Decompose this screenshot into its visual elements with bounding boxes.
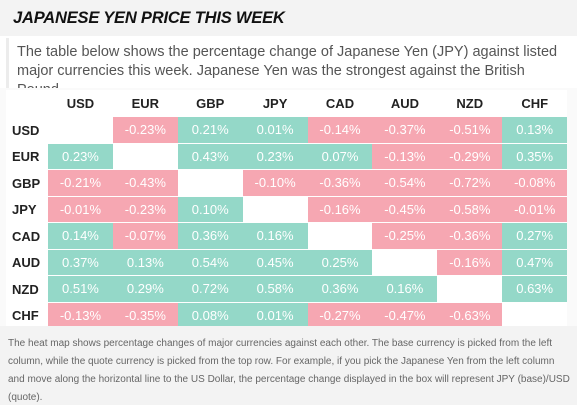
row-header-cad: CAD bbox=[6, 223, 48, 250]
table-row: NZD 0.51% 0.29% 0.72% 0.58% 0.36% 0.16% 0.63% bbox=[6, 276, 568, 303]
column-header-cad: CAD bbox=[307, 90, 373, 117]
heatmap-cell-cad-usd: 0.14% bbox=[48, 223, 113, 250]
row-header-jpy: JPY bbox=[6, 196, 48, 223]
row-header-usd: USD bbox=[6, 117, 48, 144]
heatmap-cell-usd-chf: 0.13% bbox=[502, 117, 568, 144]
heatmap-cell-aud-cad: 0.25% bbox=[307, 249, 373, 276]
column-header-usd: USD bbox=[48, 90, 113, 117]
heatmap-cell-jpy-usd: -0.01% bbox=[48, 196, 113, 223]
heatmap-cell-eur-jpy: 0.23% bbox=[242, 143, 308, 170]
heatmap-cell-eur-aud: -0.13% bbox=[372, 143, 438, 170]
row-header-aud: AUD bbox=[6, 249, 48, 276]
heatmap-cell-cad-jpy: 0.16% bbox=[242, 223, 308, 250]
row-header-eur: EUR bbox=[6, 143, 48, 170]
heatmap-cell-eur-cad: 0.07% bbox=[307, 143, 373, 170]
widget-title: JAPANESE YEN PRICE THIS WEEK bbox=[13, 8, 285, 27]
heatmap-cell-chf-nzd: -0.63% bbox=[437, 302, 503, 329]
heatmap-cell-cad-nzd: -0.36% bbox=[437, 223, 503, 250]
heatmap-cell-usd-nzd: -0.51% bbox=[437, 117, 503, 144]
heatmap-cell-chf-cad: -0.27% bbox=[307, 302, 373, 329]
heatmap-cell-gbp-chf: -0.08% bbox=[502, 170, 568, 197]
heatmap-cell-cad-aud: -0.25% bbox=[372, 223, 438, 250]
column-header-nzd: NZD bbox=[437, 90, 503, 117]
table-row: GBP -0.21% -0.43% -0.10% -0.36% -0.54% -0.72% -… bbox=[6, 170, 568, 197]
heatmap-cell-eur-gbp: 0.43% bbox=[177, 143, 243, 170]
row-header-nzd: NZD bbox=[6, 276, 48, 303]
column-header-jpy: JPY bbox=[242, 90, 308, 117]
heatmap-cell-nzd-usd: 0.51% bbox=[48, 276, 113, 303]
heatmap-cell-usd-eur: -0.23% bbox=[112, 117, 178, 144]
heatmap-cell-eur-chf: 0.35% bbox=[502, 143, 568, 170]
heatmap-cell-nzd-cad: 0.36% bbox=[307, 276, 373, 303]
heatmap-cell-nzd-eur: 0.29% bbox=[112, 276, 178, 303]
column-header-chf: CHF bbox=[502, 90, 568, 117]
column-header-eur: EUR bbox=[112, 90, 178, 117]
heatmap-cell-chf-jpy: 0.01% bbox=[242, 302, 308, 329]
heatmap-cell-jpy-nzd: -0.58% bbox=[437, 196, 503, 223]
heatmap-cell-usd-cad: -0.14% bbox=[307, 117, 373, 144]
table-row: EUR 0.23% 0.43% 0.23% 0.07% -0.13% -0.29% 0.35% bbox=[6, 143, 568, 170]
heatmap-cell-nzd-aud: 0.16% bbox=[372, 276, 438, 303]
heatmap-cell-gbp-gbp bbox=[177, 170, 243, 197]
heatmap-cell-jpy-gbp: 0.10% bbox=[177, 196, 243, 223]
heatmap-cell-chf-eur: -0.35% bbox=[112, 302, 178, 329]
heatmap-cell-aud-usd: 0.37% bbox=[48, 249, 113, 276]
description-box: The table below shows the percentage cha… bbox=[6, 38, 569, 98]
heatmap-area: USD EUR GBP JPY CAD AUD NZD CHF USD -0.23% 0.21% 0… bbox=[0, 88, 577, 329]
heatmap-cell-gbp-eur: -0.43% bbox=[112, 170, 178, 197]
table-row: AUD 0.37% 0.13% 0.54% 0.45% 0.25% -0.16% 0.47% bbox=[6, 249, 568, 276]
heatmap-cell-chf-chf bbox=[502, 302, 568, 329]
heatmap-cell-gbp-aud: -0.54% bbox=[372, 170, 438, 197]
heatmap-cell-gbp-usd: -0.21% bbox=[48, 170, 113, 197]
heatmap-cell-usd-gbp: 0.21% bbox=[177, 117, 243, 144]
heatmap-cell-nzd-chf: 0.63% bbox=[502, 276, 568, 303]
row-header-gbp: GBP bbox=[6, 170, 48, 197]
heatmap-body: USD -0.23% 0.21% 0.01% -0.14% -0.37% -0.51% 0.1… bbox=[6, 117, 568, 329]
heatmap-cell-jpy-aud: -0.45% bbox=[372, 196, 438, 223]
footer-box: The heat map shows percentage changes of… bbox=[0, 326, 577, 405]
heatmap-cell-cad-chf: 0.27% bbox=[502, 223, 568, 250]
heatmap-cell-jpy-eur: -0.23% bbox=[112, 196, 178, 223]
corner-cell bbox=[6, 90, 48, 117]
column-header-aud: AUD bbox=[372, 90, 438, 117]
heatmap-cell-gbp-jpy: -0.10% bbox=[242, 170, 308, 197]
footer-note: The heat map shows percentage changes of… bbox=[8, 338, 570, 403]
heatmap-cell-aud-jpy: 0.45% bbox=[242, 249, 308, 276]
table-row: USD -0.23% 0.21% 0.01% -0.14% -0.37% -0.51% 0.1… bbox=[6, 117, 568, 144]
heatmap-cell-aud-gbp: 0.54% bbox=[177, 249, 243, 276]
heatmap-cell-nzd-jpy: 0.58% bbox=[242, 276, 308, 303]
heatmap-cell-cad-gbp: 0.36% bbox=[177, 223, 243, 250]
heatmap-cell-jpy-jpy bbox=[242, 196, 308, 223]
heatmap-cell-usd-usd bbox=[48, 117, 113, 144]
heatmap-cell-aud-nzd: -0.16% bbox=[437, 249, 503, 276]
heatmap-cell-aud-chf: 0.47% bbox=[502, 249, 568, 276]
heatmap-cell-gbp-nzd: -0.72% bbox=[437, 170, 503, 197]
heatmap-cell-cad-eur: -0.07% bbox=[112, 223, 178, 250]
heatmap-cell-aud-aud bbox=[372, 249, 438, 276]
heatmap-cell-eur-eur bbox=[112, 143, 178, 170]
row-header-chf: CHF bbox=[6, 302, 48, 329]
table-row: CAD 0.14% -0.07% 0.36% 0.16% -0.25% -0.36% 0.27… bbox=[6, 223, 568, 250]
column-header-gbp: GBP bbox=[177, 90, 243, 117]
table-row: JPY -0.01% -0.23% 0.10% -0.16% -0.45% -0.58% -0… bbox=[6, 196, 568, 223]
heatmap-cell-eur-usd: 0.23% bbox=[48, 143, 113, 170]
heatmap-cell-nzd-gbp: 0.72% bbox=[177, 276, 243, 303]
heatmap-cell-usd-jpy: 0.01% bbox=[242, 117, 308, 144]
widget-header: JAPANESE YEN PRICE THIS WEEK bbox=[0, 0, 577, 36]
heatmap-cell-usd-aud: -0.37% bbox=[372, 117, 438, 144]
heatmap-table: USD EUR GBP JPY CAD AUD NZD CHF USD -0.23% 0.21% 0… bbox=[6, 90, 568, 329]
column-header-row: USD EUR GBP JPY CAD AUD NZD CHF bbox=[6, 90, 568, 117]
heatmap-cell-jpy-chf: -0.01% bbox=[502, 196, 568, 223]
heatmap-cell-cad-cad bbox=[307, 223, 373, 250]
heatmap-cell-aud-eur: 0.13% bbox=[112, 249, 178, 276]
heatmap-cell-eur-nzd: -0.29% bbox=[437, 143, 503, 170]
heatmap-cell-jpy-cad: -0.16% bbox=[307, 196, 373, 223]
heatmap-cell-nzd-nzd bbox=[437, 276, 503, 303]
heatmap-cell-gbp-cad: -0.36% bbox=[307, 170, 373, 197]
